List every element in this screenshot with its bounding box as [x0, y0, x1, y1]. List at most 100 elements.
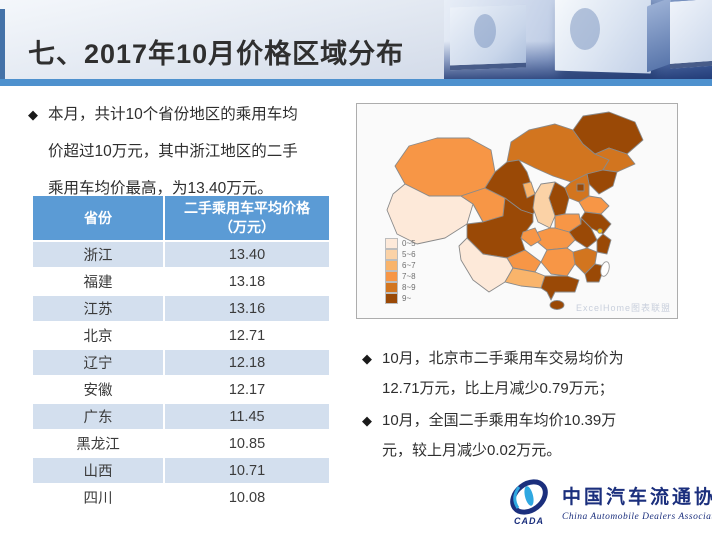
table-row: 江苏 13.16 — [33, 296, 329, 321]
region-guangxi — [504, 267, 546, 289]
cube-icon — [670, 0, 712, 69]
table-row: 安徽 12.17 — [33, 377, 329, 402]
price-cell: 10.08 — [165, 485, 329, 510]
legend-item: 7~8 — [385, 271, 416, 282]
table-row: 山西 10.71 — [33, 458, 329, 483]
legend-swatch — [385, 238, 398, 249]
map-watermark: ExcelHome图表联盟 — [575, 303, 671, 313]
page-title: 七、2017年10月价格区域分布 — [28, 39, 405, 69]
province-price-table: 省份 二手乘用车平均价格 （万元） 浙江 13.40 福建 13.18 江苏 13.1… — [31, 194, 331, 512]
price-header-line2: （万元） — [219, 219, 275, 235]
region-guangdong — [540, 275, 580, 301]
region-beijing — [576, 183, 585, 192]
bullet-line: 10月，全国二手乘用车均价10.39万 — [382, 412, 617, 429]
region-hainan — [549, 300, 565, 310]
price-cell: 13.40 — [165, 242, 329, 267]
price-header-cell: 二手乘用车平均价格 （万元） — [165, 196, 329, 240]
region-jilin — [594, 147, 636, 173]
province-cell: 黑龙江 — [33, 431, 163, 456]
bullet-line: 12.71万元，比上月减少0.79万元； — [382, 380, 614, 397]
province-header-cell: 省份 — [33, 196, 163, 240]
legend-item: 9~ — [385, 293, 416, 304]
bullet-diamond-icon: ◆ — [362, 413, 372, 428]
province-cell: 江苏 — [33, 296, 163, 321]
price-header-line1: 二手乘用车平均价格 — [184, 200, 310, 217]
price-cell: 12.17 — [165, 377, 329, 402]
right-bullet-list: ◆ 10月，北京市二手乘用车交易均价为 12.71万元，比上月减少0.79万元；… — [362, 344, 698, 468]
price-cell: 12.71 — [165, 323, 329, 348]
world-map-texture — [570, 8, 600, 50]
beijing-bullet: ◆ 10月，北京市二手乘用车交易均价为 12.71万元，比上月减少0.79万元； — [362, 344, 698, 404]
legend-label: 0~5 — [402, 239, 416, 248]
price-cell: 13.18 — [165, 269, 329, 294]
cada-emblem-icon: CADA — [504, 476, 554, 528]
legend-swatch — [385, 293, 398, 304]
table-row: 浙江 13.40 — [33, 242, 329, 267]
world-map-texture — [474, 14, 496, 48]
bullet-line: 10月，北京市二手乘用车交易均价为 — [382, 350, 624, 367]
price-cell: 10.71 — [165, 458, 329, 483]
bullet-diamond-icon: ◆ — [362, 351, 372, 366]
china-choropleth-map: 0~5 5~6 6~7 7~8 8~9 9~ ExcelHome图表联盟 — [356, 103, 678, 319]
legend-swatch — [385, 271, 398, 282]
region-heilongjiang — [572, 111, 644, 155]
bullet-line: 元，较上月减少0.02万元。 — [382, 442, 562, 459]
legend-swatch — [385, 282, 398, 293]
legend-swatch — [385, 249, 398, 260]
summary-bullet: ◆ 本月，共计10个省份地区的乘用车均 价超过10万元，其中浙江地区的二手 乘用… — [28, 96, 350, 207]
region-chongqing — [520, 227, 542, 247]
national-bullet: ◆ 10月，全国二手乘用车均价10.39万 元，较上月减少0.02万元。 — [362, 406, 698, 466]
region-shaanxi — [532, 181, 556, 229]
province-cell: 浙江 — [33, 242, 163, 267]
legend-item: 8~9 — [385, 282, 416, 293]
region-taiwan — [600, 261, 610, 277]
price-cell: 13.16 — [165, 296, 329, 321]
slide-header: 七、2017年10月价格区域分布 — [0, 0, 712, 79]
region-liaoning — [586, 169, 618, 195]
table-row: 福建 13.18 — [33, 269, 329, 294]
legend-label: 5~6 — [402, 250, 416, 259]
province-cell: 山西 — [33, 458, 163, 483]
legend-label: 6~7 — [402, 261, 416, 270]
province-cell: 福建 — [33, 269, 163, 294]
cube-side-face — [647, 0, 671, 73]
legend-item: 6~7 — [385, 260, 416, 271]
price-cell: 11.45 — [165, 404, 329, 429]
logo-text: 中国汽车流通协会 China Automobile Dealers Associ… — [562, 476, 712, 522]
price-cell: 12.18 — [165, 350, 329, 375]
title-underline-bar — [0, 79, 712, 86]
table-row: 四川 10.08 — [33, 485, 329, 510]
logo-name-en: China Automobile Dealers Association — [562, 512, 712, 522]
table-row: 北京 12.71 — [33, 323, 329, 348]
logo-name-cn: 中国汽车流通协会 — [562, 487, 712, 508]
region-tibet — [386, 183, 474, 245]
province-cell: 广东 — [33, 404, 163, 429]
legend-label: 8~9 — [402, 283, 416, 292]
summary-line: 价超过10万元，其中浙江地区的二手 — [48, 143, 298, 160]
table-row: 黑龙江 10.85 — [33, 431, 329, 456]
table-row: 辽宁 12.18 — [33, 350, 329, 375]
region-hunan — [540, 247, 576, 277]
cada-swirl-icon — [510, 479, 548, 515]
decoration-cubes — [444, 0, 712, 79]
legend-label: 7~8 — [402, 272, 416, 281]
cada-acronym: CADA — [514, 516, 544, 526]
province-cell: 四川 — [33, 485, 163, 510]
header-accent-bar — [0, 9, 5, 79]
bullet-diamond-icon: ◆ — [28, 107, 38, 122]
price-cell: 10.85 — [165, 431, 329, 456]
legend-item: 0~5 — [385, 238, 416, 249]
province-cell: 辽宁 — [33, 350, 163, 375]
summary-line: 乘用车均价最高，为13.40万元。 — [48, 180, 273, 197]
legend-item: 5~6 — [385, 249, 416, 260]
cube-icon — [554, 0, 651, 74]
legend-swatch — [385, 260, 398, 271]
legend-label: 9~ — [402, 294, 412, 303]
table-row: 广东 11.45 — [33, 404, 329, 429]
table-header-row: 省份 二手乘用车平均价格 （万元） — [33, 196, 329, 240]
map-legend: 0~5 5~6 6~7 7~8 8~9 9~ — [385, 238, 416, 304]
region-zhejiang — [596, 233, 612, 255]
cada-logo: CADA 中国汽车流通协会 China Automobile Dealers A… — [504, 476, 712, 528]
province-cell: 安徽 — [33, 377, 163, 402]
region-yunnan — [458, 237, 514, 293]
